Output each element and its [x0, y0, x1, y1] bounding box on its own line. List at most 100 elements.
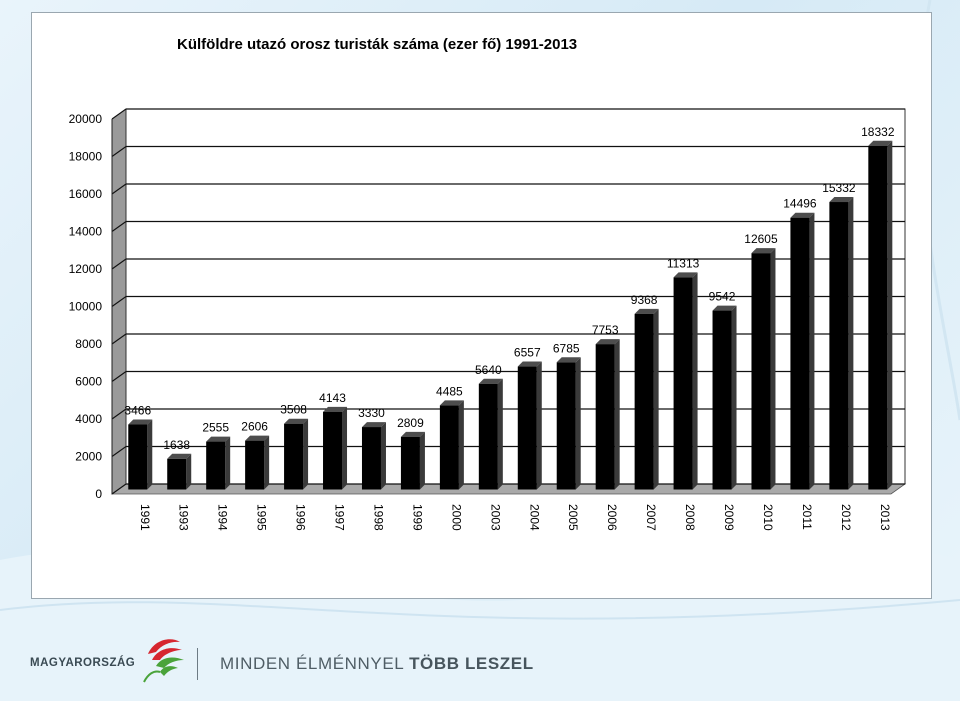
data-label: 4485 — [436, 384, 463, 398]
x-tick-label: 2008 — [683, 504, 697, 531]
bar-side — [147, 419, 153, 490]
bar — [673, 277, 693, 490]
bar — [478, 383, 498, 490]
slogan-light: MINDEN ÉLMÉNNYEL — [220, 654, 410, 673]
bar-top — [245, 435, 270, 441]
bar-side — [887, 140, 893, 490]
y-tick-label: 18000 — [69, 150, 103, 164]
bar-top — [751, 248, 776, 254]
bar-top — [556, 357, 581, 363]
y-tick-label: 16000 — [69, 187, 103, 201]
bar — [751, 253, 771, 490]
data-label: 4143 — [319, 391, 346, 405]
bar-side — [342, 406, 348, 490]
bar-side — [575, 357, 581, 490]
bar-top — [361, 422, 386, 428]
x-tick-label: 2007 — [644, 504, 658, 531]
bar-top — [517, 361, 542, 367]
bar — [439, 405, 459, 490]
bar — [245, 440, 265, 490]
gridline-depth — [111, 446, 127, 457]
data-label: 18332 — [861, 125, 895, 139]
x-tick-label: 2011 — [800, 504, 814, 530]
bar-top — [868, 140, 893, 146]
gridline-depth — [111, 296, 127, 307]
bar-side — [770, 248, 776, 490]
gridline-depth — [111, 183, 127, 195]
y-tick-label: 4000 — [75, 412, 102, 426]
bar-top — [829, 197, 854, 203]
y-tick-label: 20000 — [69, 112, 103, 126]
bar — [712, 310, 732, 490]
bar — [128, 424, 148, 490]
bar — [868, 145, 888, 490]
chart-title: Külföldre utazó orosz turisták száma (ez… — [177, 36, 578, 53]
y-tick-label: 14000 — [69, 225, 103, 239]
bar-top — [400, 431, 425, 437]
y-tick-label: 2000 — [75, 450, 102, 464]
bar — [323, 411, 343, 490]
data-label: 2809 — [397, 416, 424, 430]
bar-side — [186, 453, 192, 490]
x-tick-label: 2009 — [722, 504, 736, 531]
bar-side — [809, 212, 815, 490]
data-label: 5640 — [475, 363, 502, 377]
x-tick-label: 2013 — [878, 504, 892, 531]
x-tick-label: 2000 — [449, 504, 463, 531]
bar-side — [225, 436, 231, 490]
bar-top — [167, 453, 192, 459]
bar-top — [206, 436, 231, 442]
data-label: 14496 — [783, 197, 817, 211]
x-tick-label: 1995 — [255, 504, 269, 531]
x-tick-label: 1996 — [294, 504, 308, 531]
bar-side — [848, 197, 854, 490]
data-label: 12605 — [744, 232, 778, 246]
slogan: MINDEN ÉLMÉNNYEL TÖBB LESZEL — [220, 654, 534, 674]
data-label: 2606 — [241, 420, 268, 434]
x-tick-label: 2010 — [761, 504, 775, 531]
x-tick-label: 1997 — [333, 504, 347, 531]
bar-top — [634, 308, 659, 314]
x-tick-label: 2006 — [605, 504, 619, 531]
data-label: 3466 — [124, 404, 151, 418]
bar-top — [673, 272, 698, 278]
bar — [790, 217, 810, 490]
bar — [167, 458, 187, 490]
bar-side — [380, 422, 386, 490]
bar-top — [323, 406, 348, 412]
slogan-bold: TÖBB LESZEL — [409, 654, 534, 673]
x-tick-label: 1998 — [371, 504, 385, 531]
data-label: 3508 — [280, 403, 307, 417]
magyarorszag-logo-icon — [143, 639, 184, 683]
x-tick-label: 1999 — [410, 504, 424, 531]
bar-top — [439, 400, 464, 406]
bar-side — [536, 361, 542, 490]
bar-side — [731, 305, 737, 490]
data-label: 6785 — [553, 341, 580, 355]
x-tick-label: 2003 — [488, 504, 502, 531]
gridline-depth — [111, 333, 127, 345]
data-label: 2555 — [202, 421, 229, 435]
footer-divider — [197, 648, 198, 680]
y-tick-label: 6000 — [75, 375, 102, 389]
bar — [829, 202, 849, 490]
x-tick-label: 1993 — [177, 504, 191, 531]
gridline-depth — [111, 258, 127, 270]
bar-side — [303, 418, 309, 490]
bar-top — [478, 378, 503, 384]
bar-top — [712, 305, 737, 311]
bar-side — [264, 435, 270, 490]
data-label: 15332 — [822, 181, 856, 195]
bar — [595, 344, 615, 490]
data-label: 11313 — [667, 256, 700, 270]
data-label: 9542 — [709, 290, 736, 304]
x-tick-label: 1994 — [216, 504, 230, 531]
data-label: 3330 — [358, 406, 385, 420]
data-label: 7753 — [592, 323, 619, 337]
x-tick-label: 2012 — [839, 504, 853, 531]
bar-top — [790, 212, 815, 218]
gridline-depth — [111, 108, 127, 120]
bar — [400, 436, 420, 490]
bar-top — [284, 418, 309, 424]
brand-name: MAGYARORSZÁG — [30, 657, 136, 669]
